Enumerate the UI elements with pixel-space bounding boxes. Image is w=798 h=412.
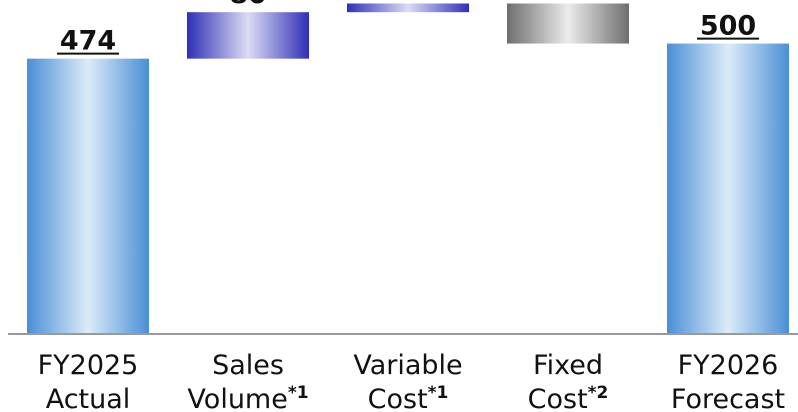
footnote-marker-1: *1	[288, 383, 309, 403]
category-label-line2-1: Volume*1	[187, 383, 308, 412]
category-label-line1-3: Fixed	[533, 350, 603, 381]
footnote-marker-3: *2	[588, 383, 609, 403]
bar-4	[667, 43, 789, 334]
footnote-marker-2: *1	[428, 383, 449, 403]
bar-1	[187, 12, 309, 59]
category-label-line1-2: Variable	[353, 350, 462, 381]
category-label-line2-3: Cost*2	[528, 383, 609, 412]
bar-3	[507, 3, 629, 44]
bar-0	[27, 58, 149, 335]
category-label-line2-4: Forecast	[671, 384, 785, 412]
value-label-3: (69)	[537, 0, 599, 1]
bar-2	[347, 3, 469, 13]
value-label-0: 474	[60, 26, 116, 57]
value-labels-layer: 474 80 15 (69) 500	[57, 0, 759, 57]
category-label-line2-0: Actual	[46, 384, 131, 412]
value-label-4: 500	[700, 11, 756, 42]
value-label-1: 80	[229, 0, 267, 10]
bars-layer	[27, 3, 789, 335]
category-label-line1-1: Sales	[212, 350, 284, 381]
category-label-line1-0: FY2025	[38, 350, 139, 381]
category-label-line2-2: Cost*1	[368, 383, 449, 412]
value-label-2: 15	[389, 0, 427, 1]
category-label-line1-4: FY2026	[678, 350, 779, 381]
